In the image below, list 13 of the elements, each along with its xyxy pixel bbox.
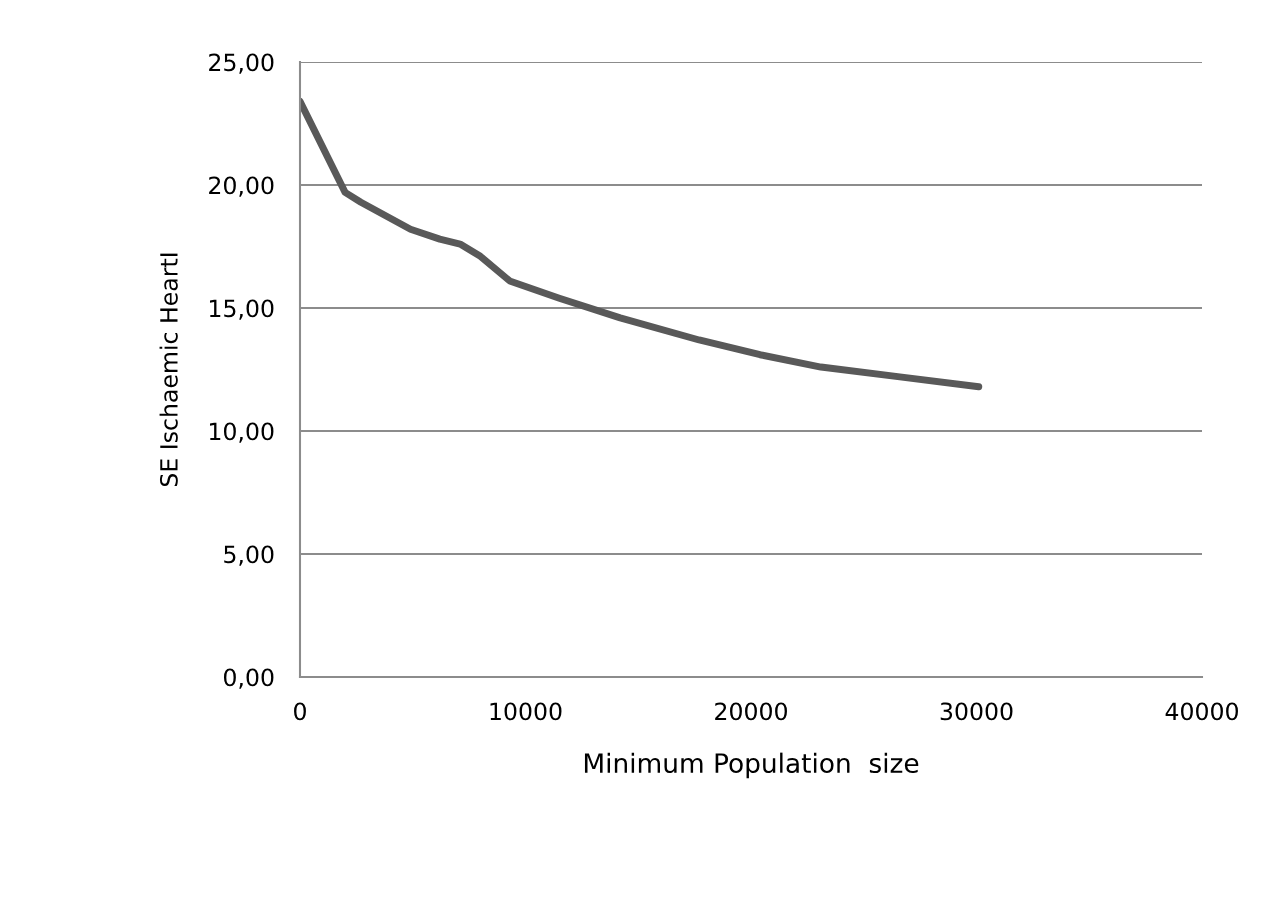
y-tick-label: 15,00	[210, 299, 274, 320]
y-axis-title: SE Ischaemic HeartI	[159, 253, 178, 487]
x-tick-label: 10000	[490, 702, 562, 721]
y-tick-label: 10,00	[210, 422, 274, 443]
x-tick-label: 40000	[1165, 702, 1238, 721]
y-tick-label: 20,00	[209, 176, 274, 197]
x-tick-label: 20000	[715, 702, 787, 721]
x-axis-title: Minimum Population size	[584, 752, 919, 779]
y-tick-label: 0,00	[223, 668, 274, 689]
x-tick-label: 0	[294, 702, 306, 721]
y-tick-label: 25,00	[209, 53, 274, 74]
x-tick-label: 30000	[940, 702, 1013, 721]
y-tick-label: 5,00	[224, 545, 274, 566]
